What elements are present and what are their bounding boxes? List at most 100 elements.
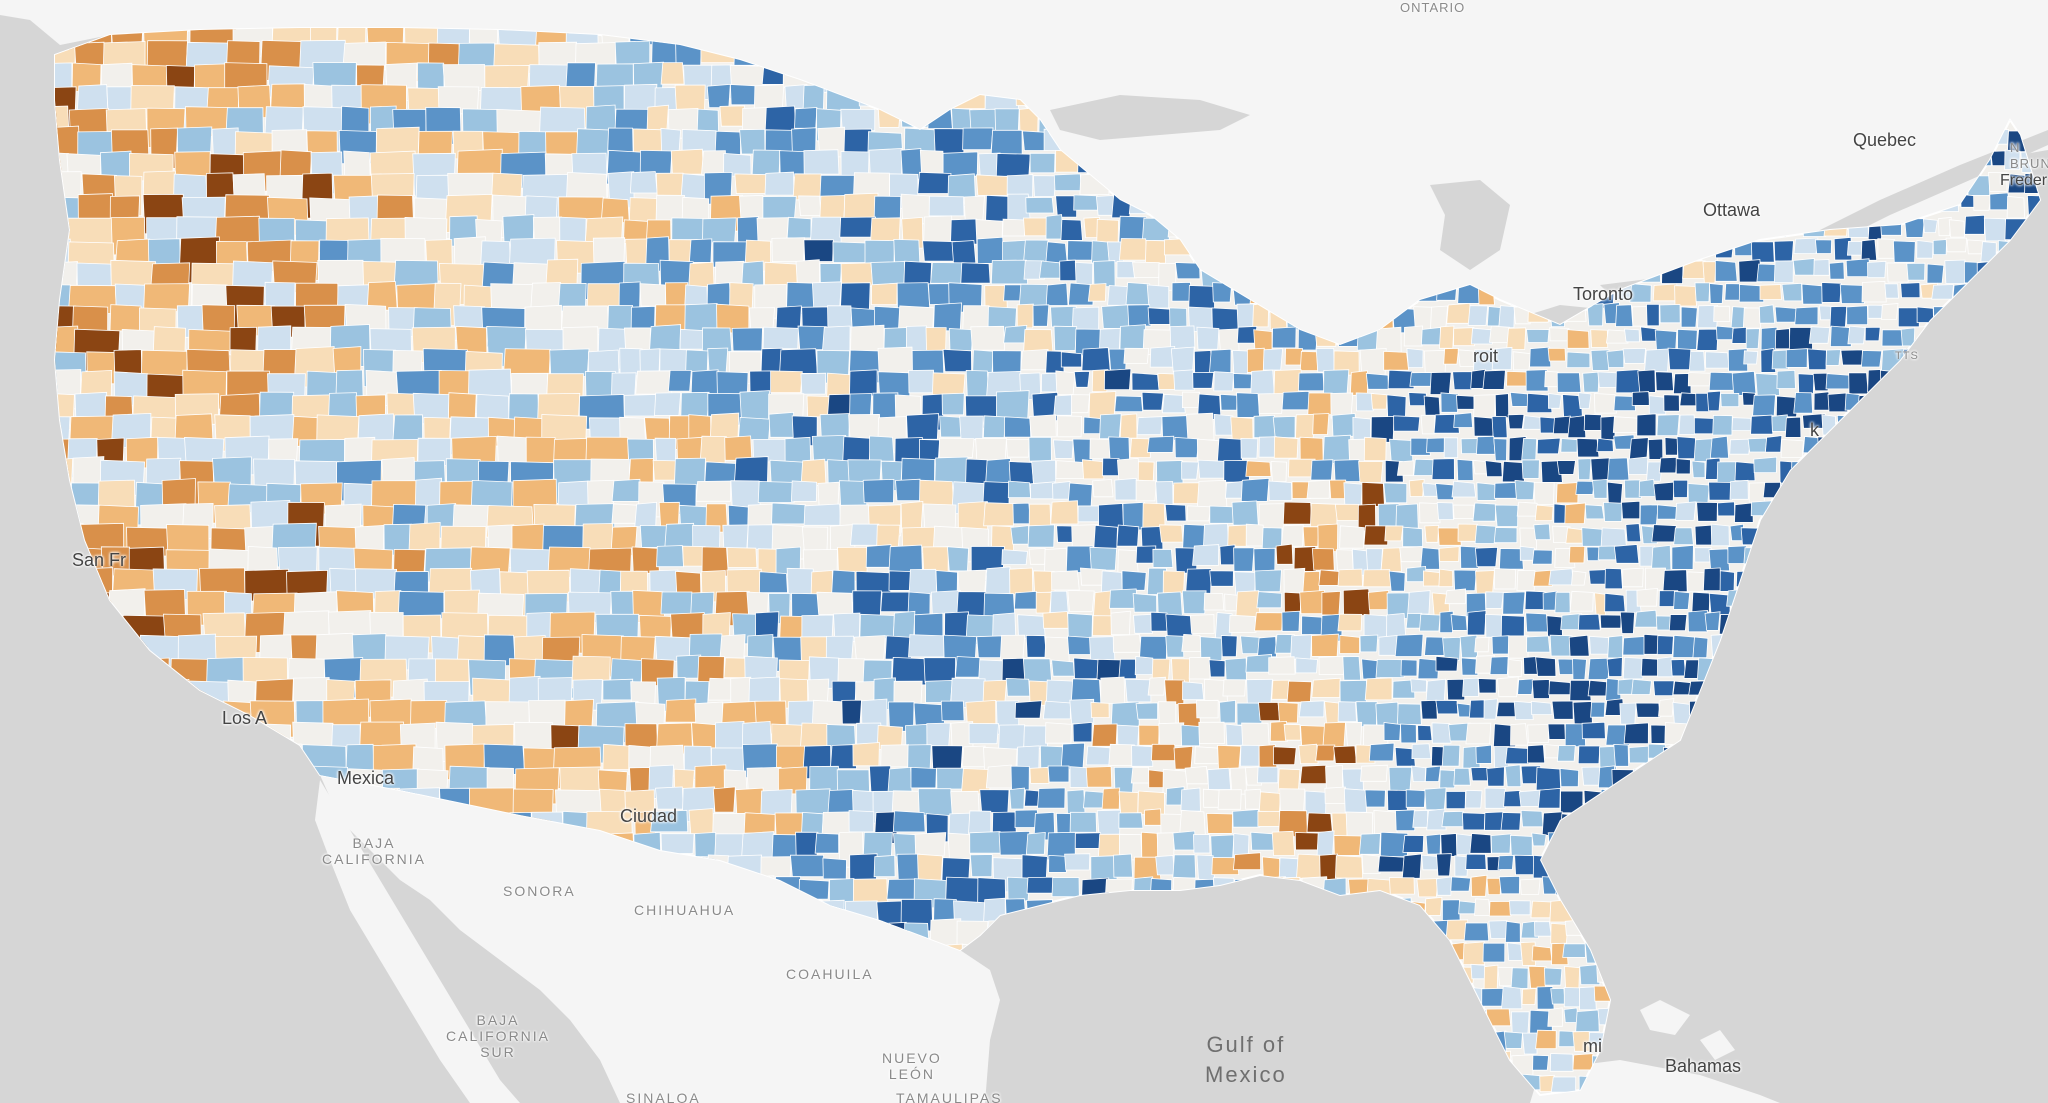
county-polygon[interactable] — [1567, 415, 1587, 439]
county-polygon[interactable] — [212, 1007, 245, 1044]
county-polygon[interactable] — [1942, 1033, 1969, 1048]
county-polygon[interactable] — [1876, 986, 1901, 1008]
county-polygon[interactable] — [1254, 612, 1284, 632]
county-polygon[interactable] — [1392, 679, 1416, 699]
county-polygon[interactable] — [1180, 724, 1201, 747]
county-polygon[interactable] — [1352, 416, 1371, 441]
county-polygon[interactable] — [1708, 548, 1731, 572]
county-polygon[interactable] — [1435, 483, 1455, 501]
county-polygon[interactable] — [1774, 810, 1795, 832]
county-polygon[interactable] — [1547, 1007, 1563, 1027]
county-polygon[interactable] — [611, 478, 642, 502]
county-polygon[interactable] — [1788, 589, 1805, 606]
county-polygon[interactable] — [1859, 634, 1880, 657]
county-polygon[interactable] — [1776, 369, 1796, 389]
county-polygon[interactable] — [1073, 657, 1100, 680]
county-polygon[interactable] — [1566, 351, 1591, 369]
county-polygon[interactable] — [1835, 856, 1860, 876]
county-polygon[interactable] — [1702, 567, 1722, 591]
county-polygon[interactable] — [1920, 985, 1946, 1006]
county-polygon[interactable] — [1840, 808, 1856, 824]
county-polygon[interactable] — [1170, 346, 1195, 373]
county-polygon[interactable] — [1706, 832, 1729, 854]
county-polygon[interactable] — [2025, 460, 2042, 485]
county-polygon[interactable] — [1612, 987, 1629, 1003]
county-polygon[interactable] — [1687, 609, 1708, 633]
county-polygon[interactable] — [1673, 527, 1694, 545]
county-polygon[interactable] — [1857, 700, 1872, 725]
county-polygon[interactable] — [1881, 329, 1905, 347]
county-polygon[interactable] — [1161, 942, 1180, 959]
county-polygon[interactable] — [1874, 502, 1900, 523]
county-polygon[interactable] — [1521, 988, 1537, 1005]
county-polygon[interactable] — [1945, 566, 1964, 591]
county-polygon[interactable] — [1064, 853, 1091, 871]
county-polygon[interactable] — [1829, 305, 1848, 328]
county-polygon[interactable] — [762, 195, 797, 219]
county-polygon[interactable] — [1399, 920, 1417, 944]
county-polygon[interactable] — [1072, 721, 1093, 743]
county-polygon[interactable] — [1930, 1052, 1945, 1068]
county-polygon[interactable] — [1125, 282, 1151, 306]
county-polygon[interactable] — [1733, 875, 1755, 900]
county-polygon[interactable] — [355, 989, 395, 1032]
county-polygon[interactable] — [1811, 587, 1829, 606]
county-polygon[interactable] — [1583, 876, 1603, 897]
county-polygon[interactable] — [839, 504, 871, 527]
county-polygon[interactable] — [1402, 526, 1424, 547]
county-polygon[interactable] — [1416, 878, 1439, 898]
county-polygon[interactable] — [1027, 524, 1055, 548]
county-polygon[interactable] — [2017, 482, 2039, 502]
county-polygon[interactable] — [1576, 437, 1600, 458]
county-polygon[interactable] — [39, 919, 71, 957]
county-polygon[interactable] — [1484, 787, 1506, 809]
county-polygon[interactable] — [248, 986, 280, 1026]
county-polygon[interactable] — [1535, 656, 1557, 677]
county-polygon[interactable] — [1830, 522, 1855, 543]
county-polygon[interactable] — [116, 985, 156, 1021]
county-polygon[interactable] — [1219, 1074, 1244, 1100]
county-polygon[interactable] — [261, 787, 303, 835]
county-polygon[interactable] — [996, 1029, 1024, 1054]
county-polygon[interactable] — [1740, 527, 1764, 546]
county-polygon[interactable] — [1695, 789, 1717, 812]
county-polygon[interactable] — [1972, 591, 1990, 610]
county-polygon[interactable] — [1884, 765, 1906, 786]
county-polygon[interactable] — [1218, 1032, 1242, 1055]
county-polygon[interactable] — [2017, 350, 2036, 372]
county-polygon[interactable] — [1891, 941, 1911, 963]
county-polygon[interactable] — [1232, 809, 1261, 828]
county-polygon[interactable] — [1081, 347, 1111, 372]
county-polygon[interactable] — [1935, 612, 1950, 630]
county-polygon[interactable] — [1680, 813, 1695, 834]
county-polygon[interactable] — [832, 241, 868, 263]
county-polygon[interactable] — [1337, 613, 1363, 632]
county-polygon[interactable] — [1745, 328, 1760, 349]
county-polygon[interactable] — [1892, 436, 1918, 454]
county-polygon[interactable] — [1218, 985, 1240, 1012]
county-polygon[interactable] — [1808, 326, 1831, 344]
county-polygon[interactable] — [1652, 767, 1667, 784]
county-polygon[interactable] — [130, 768, 174, 802]
county-polygon[interactable] — [1293, 1053, 1317, 1073]
county-polygon[interactable] — [1953, 546, 1970, 566]
county-polygon[interactable] — [1831, 791, 1850, 815]
county-polygon[interactable] — [1309, 502, 1338, 527]
county-polygon[interactable] — [1514, 854, 1536, 875]
county-polygon[interactable] — [1170, 1098, 1193, 1103]
county-polygon[interactable] — [1194, 878, 1215, 901]
county-polygon[interactable] — [1349, 370, 1368, 396]
county-polygon[interactable] — [251, 1052, 292, 1099]
county-polygon[interactable] — [1311, 633, 1339, 657]
county-polygon[interactable] — [38, 833, 87, 878]
county-polygon[interactable] — [1871, 679, 1889, 694]
county-polygon[interactable] — [1217, 789, 1242, 810]
county-polygon[interactable] — [1055, 1051, 1079, 1074]
county-polygon[interactable] — [1407, 590, 1431, 615]
county-polygon[interactable] — [1729, 633, 1754, 655]
county-polygon[interactable] — [1662, 569, 1688, 592]
county-polygon[interactable] — [1947, 415, 1966, 439]
county-polygon[interactable] — [1395, 503, 1419, 529]
county-polygon[interactable] — [166, 524, 210, 554]
county-polygon[interactable] — [1623, 479, 1642, 499]
